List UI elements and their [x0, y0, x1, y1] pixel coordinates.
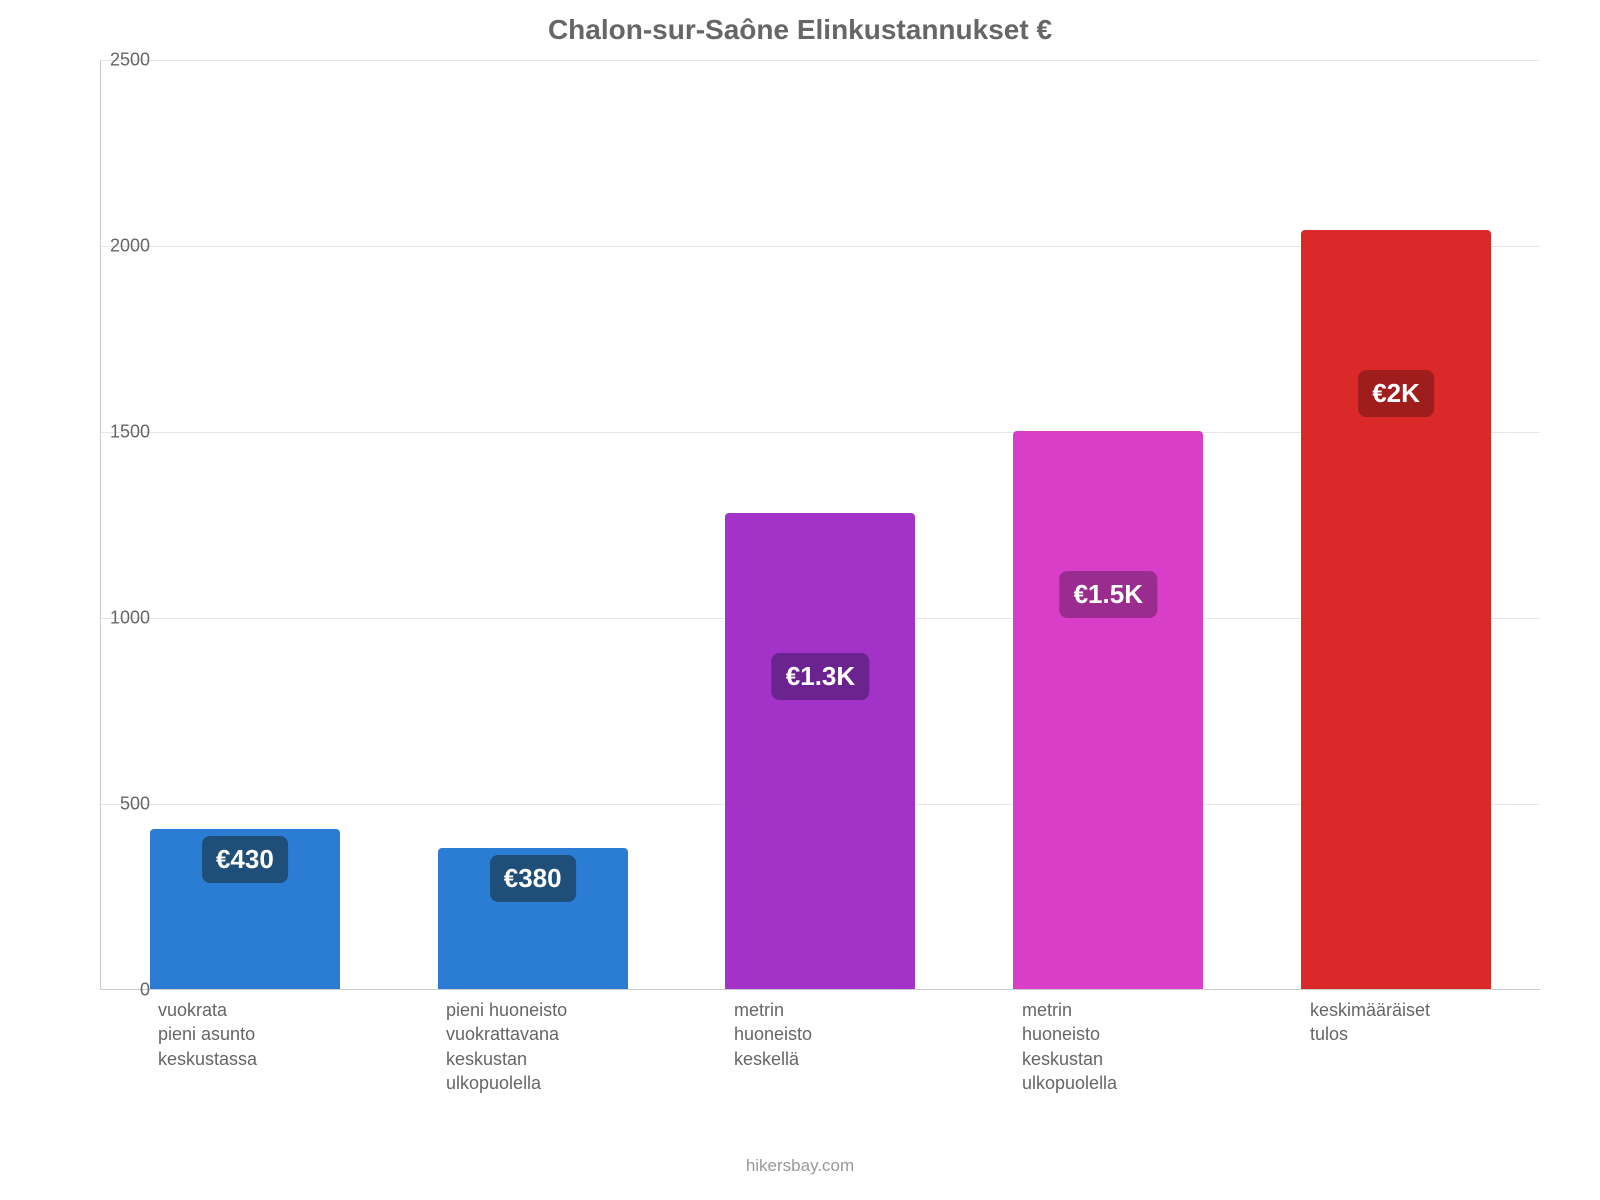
bar-value-label: €380 — [490, 855, 576, 902]
x-axis-label: keskimääräisettulos — [1310, 998, 1430, 1095]
bar: €2K — [1301, 230, 1491, 989]
x-axis-label: metrinhuoneistokeskustanulkopuolella — [1022, 998, 1117, 1095]
y-tick-label: 500 — [100, 794, 150, 815]
y-tick-label: 1000 — [100, 608, 150, 629]
bar: €430 — [150, 829, 340, 989]
bar-slot: €430 — [101, 60, 389, 989]
bar-value-label: €1.3K — [772, 653, 869, 700]
bar-slot: €2K — [1252, 60, 1540, 989]
bar-value-label: €1.5K — [1060, 571, 1157, 618]
credit-text: hikersbay.com — [0, 1156, 1600, 1176]
y-tick-label: 1500 — [100, 422, 150, 443]
y-tick-label: 2000 — [100, 236, 150, 257]
bar-slot: €1.3K — [677, 60, 965, 989]
y-tick-label: 2500 — [100, 50, 150, 71]
bar-slot: €380 — [389, 60, 677, 989]
x-axis-label: metrinhuoneistokeskellä — [734, 998, 812, 1095]
x-axis-label: vuokratapieni asuntokeskustassa — [158, 998, 257, 1095]
bar: €1.5K — [1013, 431, 1203, 989]
bar: €1.3K — [725, 513, 915, 989]
x-axis-labels: vuokratapieni asuntokeskustassa pieni huo… — [100, 998, 1540, 1095]
bar-value-label: €2K — [1358, 370, 1434, 417]
x-axis-label: pieni huoneistovuokrattavanakeskustanulk… — [446, 998, 567, 1095]
chart-title: Chalon-sur-Saône Elinkustannukset € — [0, 14, 1600, 46]
cost-of-living-chart: Chalon-sur-Saône Elinkustannukset € €430… — [0, 0, 1600, 1200]
bars-container: €430 €380 €1.3K €1.5K €2K — [101, 60, 1540, 989]
bar: €380 — [438, 848, 628, 989]
bar-slot: €1.5K — [964, 60, 1252, 989]
bar-value-label: €430 — [202, 836, 288, 883]
plot-area: €430 €380 €1.3K €1.5K €2K — [100, 60, 1540, 990]
